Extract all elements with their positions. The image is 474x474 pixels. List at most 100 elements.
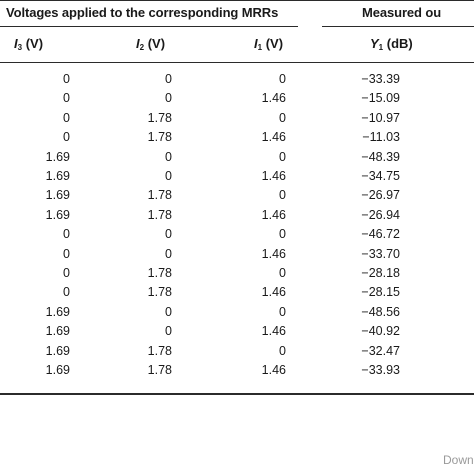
cell-i3: 0 <box>63 110 70 125</box>
cell-y1: −48.39 <box>361 149 400 164</box>
table-row: 1.69 0 0 −48.56 <box>0 305 474 325</box>
cell-i2: 1.78 <box>147 207 172 222</box>
table-row: 1.69 1.78 1.46 −26.94 <box>0 208 474 228</box>
cell-i3: 1.69 <box>45 188 70 203</box>
cell-y1: −32.47 <box>361 343 400 358</box>
table-row: 1.69 0 0 −48.39 <box>0 150 474 170</box>
cell-i3: 1.69 <box>45 207 70 222</box>
cell-i3: 0 <box>63 266 70 280</box>
table-top-rule <box>0 0 474 1</box>
table-bottom-rule <box>0 393 474 395</box>
cell-i3: 0 <box>63 91 70 106</box>
table-row: 1.69 1.78 0 −26.97 <box>0 188 474 208</box>
table-row: 1.69 1.78 0 −32.47 <box>0 344 474 364</box>
cell-y1: −46.72 <box>361 227 400 242</box>
cell-i1: 0 <box>279 188 286 203</box>
table-row: 1.69 1.78 1.46 −33.93 <box>0 363 474 383</box>
column-header-i3-var: I <box>14 36 18 51</box>
column-header-y1: Y1 (dB) <box>370 36 413 52</box>
cell-i2: 0 <box>165 324 172 339</box>
column-header-i1-unit: (V) <box>262 36 284 51</box>
cell-y1: −28.18 <box>361 266 400 280</box>
table-row: 1.69 0 1.46 −40.92 <box>0 324 474 344</box>
table-row: 0 1.78 0 −28.18 <box>0 266 474 286</box>
cell-y1: −15.09 <box>361 91 400 106</box>
cell-i3: 0 <box>63 246 70 261</box>
cell-i3: 0 <box>63 130 70 145</box>
column-header-i2-var: I <box>136 36 140 51</box>
cell-i2: 0 <box>165 304 172 319</box>
cell-i1: 1.46 <box>261 324 286 339</box>
cell-y1: −10.97 <box>361 110 400 125</box>
group-underline-voltages <box>0 26 298 27</box>
cell-i1: 1.46 <box>261 246 286 261</box>
table-row: 0 0 1.46 −15.09 <box>0 91 474 111</box>
cell-y1: −33.70 <box>361 246 400 261</box>
column-header-i3: I3 (V) <box>14 36 43 52</box>
cell-y1: −11.03 <box>362 130 400 145</box>
cell-y1: −40.92 <box>361 324 400 339</box>
cell-i3: 0 <box>63 285 70 300</box>
column-header-i1: I1 (V) <box>254 36 283 52</box>
group-underline-measured <box>322 26 474 27</box>
table-row: 0 1.78 0 −10.97 <box>0 111 474 131</box>
cell-y1: −26.97 <box>361 188 400 203</box>
column-header-y1-var: Y <box>370 36 379 51</box>
cell-y1: −48.56 <box>361 304 400 319</box>
column-header-i2-sub: 2 <box>139 43 145 52</box>
group-header-voltages: Voltages applied to the corresponding MR… <box>6 5 279 20</box>
table-row: 1.69 0 1.46 −34.75 <box>0 169 474 189</box>
watermark-text: Down <box>443 453 474 467</box>
cell-i1: 1.46 <box>261 91 286 106</box>
cell-i2: 1.78 <box>147 130 172 145</box>
column-header-i2: I2 (V) <box>136 36 165 52</box>
cell-i1: 0 <box>279 72 286 86</box>
cell-i1: 0 <box>279 343 286 358</box>
cell-i3: 1.69 <box>45 363 70 377</box>
cell-i1: 1.46 <box>261 285 286 300</box>
cell-i2: 0 <box>165 149 172 164</box>
cell-i2: 1.78 <box>147 188 172 203</box>
cell-i2: 1.78 <box>147 363 172 377</box>
table-row: 0 1.78 1.46 −11.03 <box>0 130 474 150</box>
cell-i1: 0 <box>279 110 286 125</box>
cell-i3: 0 <box>63 227 70 242</box>
column-header-i1-var: I <box>254 36 258 51</box>
cell-i3: 1.69 <box>45 149 70 164</box>
cell-i2: 1.78 <box>147 285 172 300</box>
table-row: 0 0 1.46 −33.70 <box>0 247 474 267</box>
cell-i1: 1.46 <box>261 130 286 145</box>
column-header-y1-sub: 1 <box>378 43 384 52</box>
cell-i1: 0 <box>279 304 286 319</box>
cell-y1: −34.75 <box>361 169 400 183</box>
table-row: 0 0 0 −33.39 <box>0 72 474 92</box>
column-header-i3-sub: 3 <box>17 43 23 52</box>
cell-i3: 1.69 <box>45 343 70 358</box>
cell-y1: −26.94 <box>361 207 400 222</box>
column-header-i3-unit: (V) <box>22 36 44 51</box>
column-header-i2-unit: (V) <box>144 36 166 51</box>
table-row: 0 1.78 1.46 −28.15 <box>0 285 474 305</box>
cell-i3: 1.69 <box>45 324 70 339</box>
cell-i1: 1.46 <box>261 169 286 183</box>
cell-i2: 0 <box>165 91 172 106</box>
cell-i3: 1.69 <box>45 304 70 319</box>
cell-i2: 1.78 <box>147 266 172 280</box>
cell-y1: −33.93 <box>361 363 400 377</box>
cell-i3: 0 <box>63 72 70 86</box>
cell-i1: 0 <box>279 227 286 242</box>
cell-i2: 0 <box>165 169 172 183</box>
cell-y1: −33.39 <box>361 72 400 86</box>
cell-i2: 1.78 <box>147 110 172 125</box>
cell-i1: 1.46 <box>261 363 286 377</box>
column-header-i1-sub: 1 <box>257 43 263 52</box>
cell-i1: 1.46 <box>261 207 286 222</box>
header-bottom-rule <box>0 62 474 63</box>
cell-i2: 0 <box>165 227 172 242</box>
cell-y1: −28.15 <box>361 285 400 300</box>
cell-i2: 0 <box>165 72 172 86</box>
cell-i1: 0 <box>279 266 286 280</box>
cell-i2: 0 <box>165 246 172 261</box>
table-row: 0 0 0 −46.72 <box>0 227 474 247</box>
column-header-y1-unit: (dB) <box>383 36 413 51</box>
